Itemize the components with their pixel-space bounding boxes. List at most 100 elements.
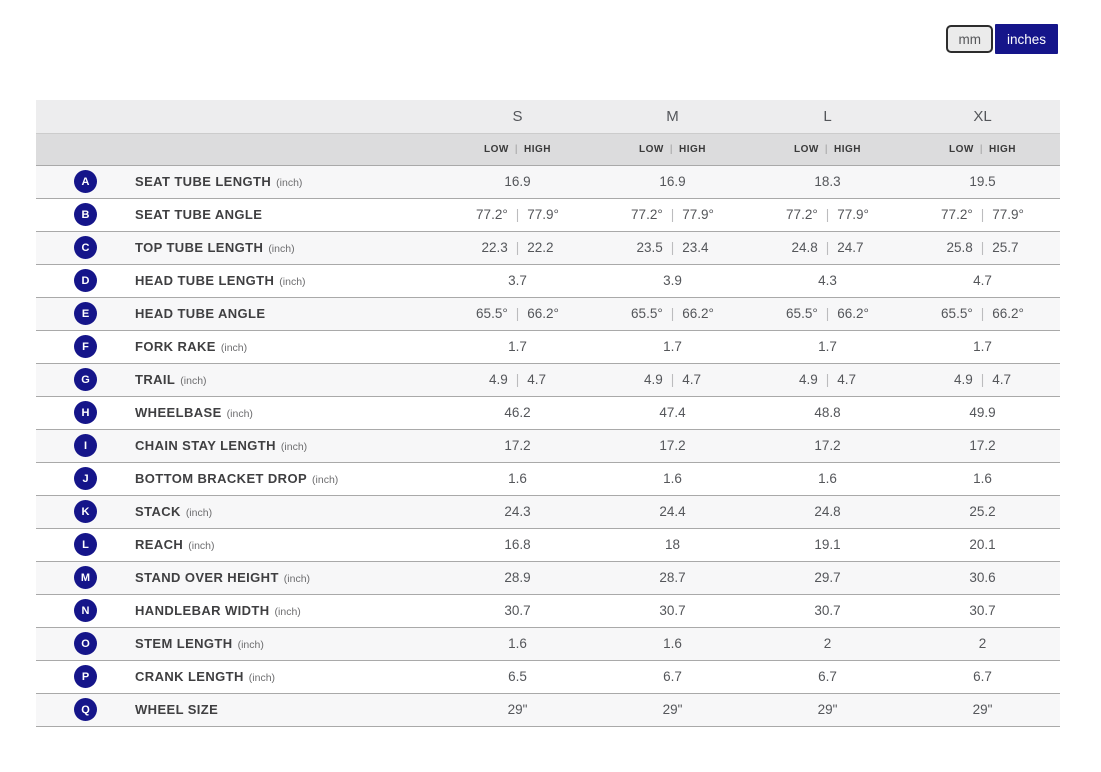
value-low: 1.6 (663, 636, 682, 651)
value-high: 66.2° (527, 306, 559, 321)
value-low: 1.7 (508, 339, 527, 354)
value-low: 2 (823, 636, 832, 651)
row-unit-label: (inch) (188, 540, 215, 552)
value-low: 23.5 (636, 240, 663, 255)
value-high: 66.2° (682, 306, 714, 321)
lowhigh-header-m: LOW | HIGH (595, 133, 750, 166)
value-low: 18.3 (814, 174, 841, 189)
value-separator: | (980, 306, 985, 321)
value-cell-l: 1.6 (750, 462, 905, 496)
value-low: 47.4 (659, 405, 686, 420)
geometry-row-k: K STACK (inch) 24.3 24.4 24.8 25.2 (36, 495, 1060, 529)
row-measurement-label: WHEELBASE (inch) (135, 405, 253, 420)
row-letter-badge: J (74, 467, 97, 490)
value-cell-l: 2 (750, 627, 905, 661)
value-cell-xl: 29" (905, 693, 1060, 727)
value-low: 16.9 (504, 174, 531, 189)
value-cell-xl: 6.7 (905, 660, 1060, 694)
size-header-s: S (440, 100, 595, 134)
value-low: 4.9 (798, 372, 818, 387)
value-low: 65.5° (476, 306, 508, 321)
value-low: 1.6 (818, 471, 837, 486)
value-low: 6.7 (663, 669, 682, 684)
size-header-xl: XL (905, 100, 1060, 134)
value-cell-s: 6.5 (440, 660, 595, 694)
value-low: 30.7 (504, 603, 531, 618)
value-cell-l: 6.7 (750, 660, 905, 694)
row-label-inner: P CRANK LENGTH (inch) (74, 665, 440, 688)
value-cell-s: 30.7 (440, 594, 595, 628)
value-low: 77.2° (786, 207, 818, 222)
value-separator: | (825, 372, 830, 387)
geometry-table-body: A SEAT TUBE LENGTH (inch) 16.9 16.9 18.3 19.5 B… (36, 165, 1060, 727)
value-low: 3.7 (508, 273, 527, 288)
mm-toggle-button[interactable]: mm (946, 25, 993, 53)
size-header-m: M (595, 100, 750, 134)
value-low: 46.2 (504, 405, 531, 420)
lowhigh-header-l: LOW | HIGH (750, 133, 905, 166)
value-cell-s: 24.3 (440, 495, 595, 529)
row-measurement-label: SEAT TUBE LENGTH (inch) (135, 174, 303, 189)
row-label-cell: B SEAT TUBE ANGLE (36, 198, 440, 232)
value-cell-s: 65.5° | 66.2° (440, 297, 595, 331)
geometry-row-q: Q WHEEL SIZE 29" 29" 29" 29" (36, 693, 1060, 727)
row-unit-label: (inch) (185, 507, 213, 519)
value-low: 4.9 (488, 372, 508, 387)
low-label: LOW (484, 143, 509, 155)
value-cell-s: 46.2 (440, 396, 595, 430)
value-low: 1.7 (818, 339, 837, 354)
geometry-row-d: D HEAD TUBE LENGTH (inch) 3.7 3.9 4.3 4.7 (36, 264, 1060, 298)
value-low: 6.5 (508, 669, 527, 684)
value-low: 2 (978, 636, 987, 651)
value-low: 1.7 (663, 339, 682, 354)
row-letter-badge: P (74, 665, 97, 688)
row-measurement-label: SEAT TUBE ANGLE (135, 207, 263, 222)
row-label-inner: C TOP TUBE LENGTH (inch) (74, 236, 440, 259)
value-cell-xl: 49.9 (905, 396, 1060, 430)
row-label-cell: L REACH (inch) (36, 528, 440, 562)
value-cell-m: 18 (595, 528, 750, 562)
geometry-row-f: F FORK RAKE (inch) 1.7 1.7 1.7 1.7 (36, 330, 1060, 364)
value-cell-l: 19.1 (750, 528, 905, 562)
row-letter-badge: A (74, 170, 97, 193)
value-cell-s: 3.7 (440, 264, 595, 298)
inches-toggle-button[interactable]: inches (994, 24, 1058, 54)
geometry-row-j: J BOTTOM BRACKET DROP (inch) 1.6 1.6 1.6 1.6 (36, 462, 1060, 496)
value-cell-xl: 19.5 (905, 165, 1060, 199)
value-cell-l: 17.2 (750, 429, 905, 463)
row-measurement-label: HANDLEBAR WIDTH (inch) (135, 603, 301, 618)
value-low: 18 (664, 537, 681, 552)
value-high: 4.7 (682, 372, 702, 387)
lowhigh-header-xl: LOW | HIGH (905, 133, 1060, 166)
value-cell-m: 16.9 (595, 165, 750, 199)
value-low: 28.7 (659, 570, 686, 585)
row-measurement-label: HEAD TUBE ANGLE (135, 306, 266, 321)
row-unit-label: (inch) (283, 573, 311, 585)
value-low: 28.9 (504, 570, 531, 585)
value-cell-s: 77.2° | 77.9° (440, 198, 595, 232)
value-low: 3.9 (663, 273, 682, 288)
row-label-cell: G TRAIL (inch) (36, 363, 440, 397)
value-cell-l: 4.9 | 4.7 (750, 363, 905, 397)
value-cell-xl: 2 (905, 627, 1060, 661)
value-cell-m: 1.7 (595, 330, 750, 364)
value-low: 30.6 (969, 570, 996, 585)
value-low: 24.3 (504, 504, 531, 519)
row-label-inner: K STACK (inch) (74, 500, 440, 523)
high-label: HIGH (678, 143, 706, 155)
row-unit-label: (inch) (280, 441, 308, 453)
row-unit-label: (inch) (237, 639, 264, 651)
value-cell-m: 30.7 (595, 594, 750, 628)
value-cell-m: 65.5° | 66.2° (595, 297, 750, 331)
value-cell-s: 17.2 (440, 429, 595, 463)
value-cell-xl: 65.5° | 66.2° (905, 297, 1060, 331)
row-label-inner: L REACH (inch) (74, 533, 440, 556)
value-cell-s: 1.6 (440, 462, 595, 496)
value-cell-m: 17.2 (595, 429, 750, 463)
value-low: 17.2 (659, 438, 686, 453)
value-low: 48.8 (814, 405, 841, 420)
row-letter-badge: I (74, 434, 97, 457)
row-letter-badge: D (74, 269, 97, 292)
value-low: 22.3 (481, 240, 508, 255)
